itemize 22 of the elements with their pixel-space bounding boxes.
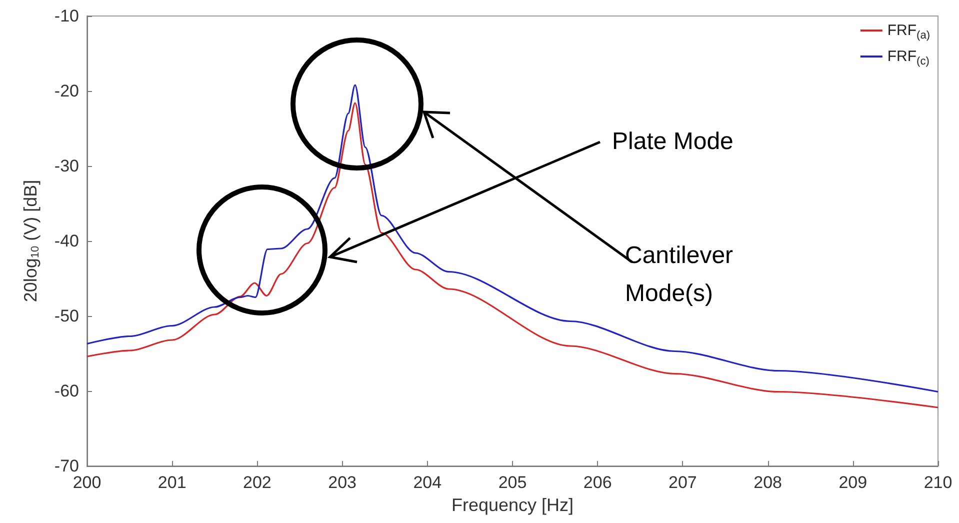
x-tick-label: 204 bbox=[413, 473, 442, 492]
x-tick-label: 208 bbox=[754, 473, 782, 492]
x-tick-label: 202 bbox=[243, 473, 272, 492]
x-axis-title: Frequency [Hz] bbox=[451, 494, 574, 515]
y-tick-label: -70 bbox=[54, 456, 79, 476]
x-tick-label: 207 bbox=[668, 473, 697, 492]
x-tick-label: 200 bbox=[72, 473, 102, 492]
x-tick-label: 209 bbox=[838, 473, 868, 492]
y-tick-label: -50 bbox=[54, 306, 79, 326]
x-tick-label: 206 bbox=[583, 473, 612, 492]
annotation: Cantilever Mode(s) bbox=[625, 241, 734, 309]
x-tick-label: 210 bbox=[924, 473, 952, 492]
y-tick-label: -10 bbox=[54, 6, 79, 26]
y-tick-label: -30 bbox=[54, 156, 79, 176]
y-tick-label: -40 bbox=[54, 232, 79, 250]
y-tick-label: -20 bbox=[54, 82, 79, 100]
y-tick-label: -60 bbox=[54, 382, 79, 400]
annotation: Plate Mode bbox=[612, 127, 734, 157]
x-tick-label: 205 bbox=[498, 473, 527, 492]
x-tick-label: 203 bbox=[328, 473, 356, 492]
x-tick-label: 201 bbox=[158, 473, 186, 492]
y-axis-title: 20log10 (V) [dB] bbox=[20, 180, 42, 302]
